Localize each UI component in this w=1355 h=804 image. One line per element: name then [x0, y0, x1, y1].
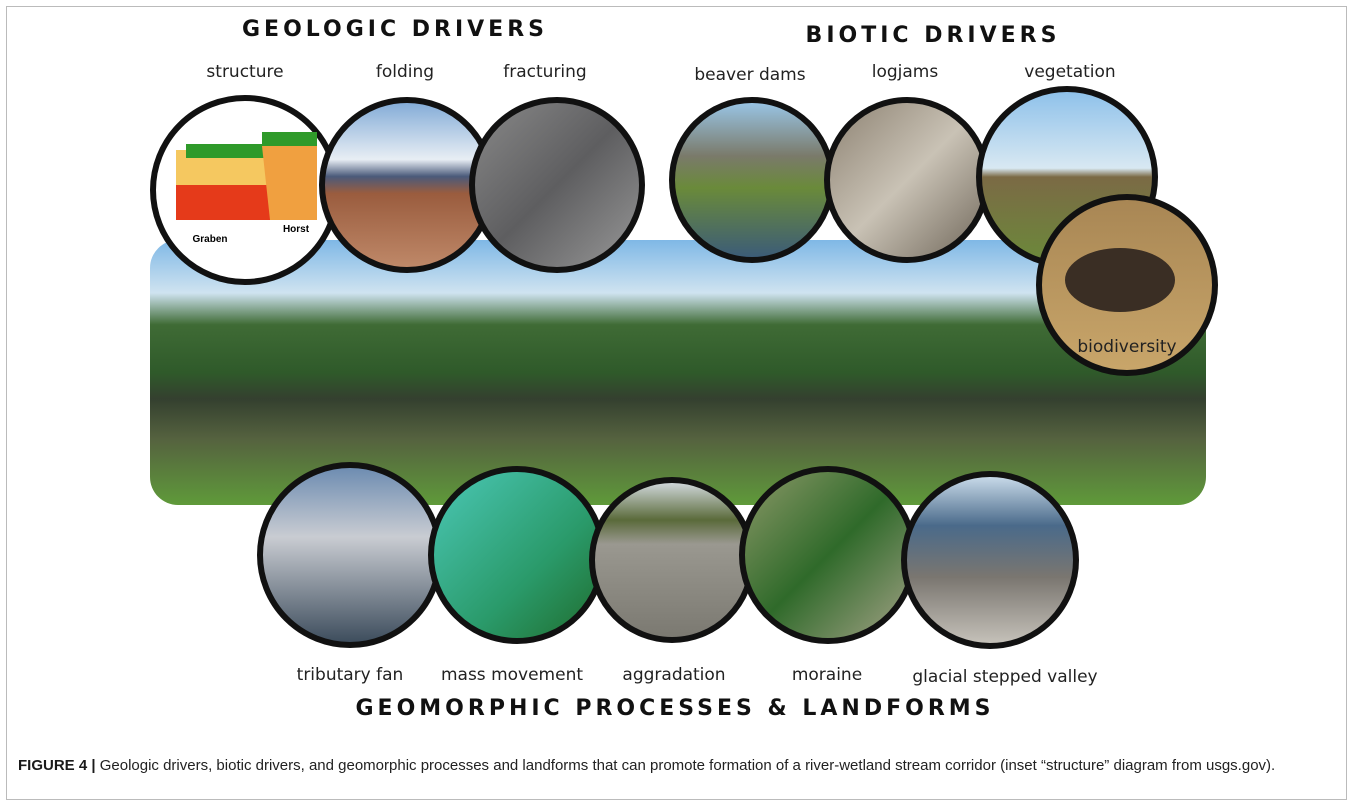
group-title: BIOTIC DRIVERS [806, 23, 1061, 48]
structure-photo [153, 98, 337, 282]
moraine-photo [742, 469, 914, 641]
tributary-fan-photo [260, 465, 440, 645]
item-label: mass movement [441, 665, 583, 685]
item-label: fracturing [503, 62, 586, 82]
logjams-photo [827, 100, 987, 260]
item-label: tributary fan [297, 665, 404, 685]
item-label: biodiversity [1077, 337, 1176, 357]
group-title: GEOLOGIC DRIVERS [242, 17, 548, 42]
caption-label: FIGURE 4 | [18, 757, 96, 774]
inset-label: Graben [192, 234, 227, 245]
fracturing-photo [472, 100, 642, 270]
caption-text: Geologic drivers, biotic drivers, and ge… [100, 757, 1275, 774]
item-label: logjams [872, 62, 939, 82]
item-label: beaver dams [694, 65, 805, 85]
aggradation-photo [592, 480, 752, 640]
item-label: folding [376, 62, 434, 82]
page: {"figure": { "groups": [ {"title": "GEOL… [0, 0, 1355, 804]
item-label: aggradation [622, 665, 725, 685]
item-label: moraine [792, 665, 862, 685]
beaver-dams-photo [672, 100, 832, 260]
caption: FIGURE 4 | Geologic drivers, biotic driv… [18, 754, 1318, 777]
item-label: structure [206, 62, 283, 82]
item-label: glacial stepped valley [912, 667, 1097, 687]
mass-movement-photo [431, 469, 603, 641]
group-title: GEOMORPHIC PROCESSES & LANDFORMS [356, 696, 995, 721]
glacial-valley-photo [904, 474, 1076, 646]
inset-label: Horst [283, 224, 310, 235]
figure: Graben Horst GEOLOGIC DRIVERS structure … [0, 0, 1355, 804]
item-label: vegetation [1024, 62, 1115, 82]
folding-photo [322, 100, 492, 270]
bear-shape [1065, 248, 1175, 312]
